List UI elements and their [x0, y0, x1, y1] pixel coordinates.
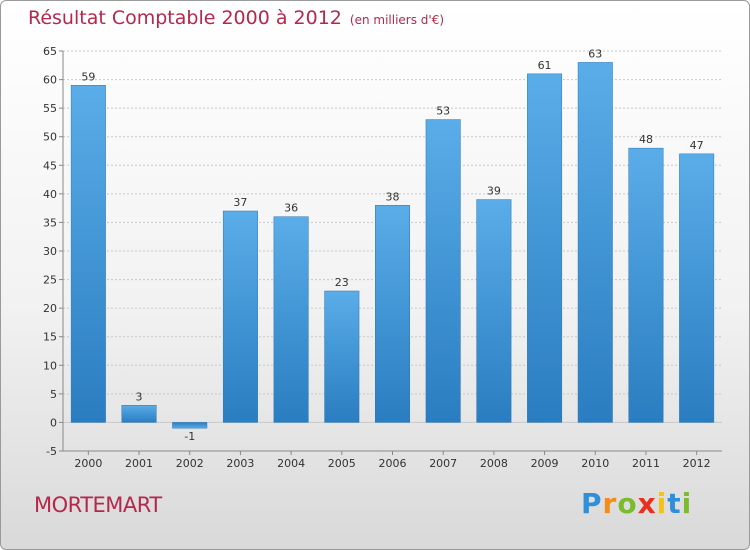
value-label: 38: [386, 190, 400, 203]
y-tick-label: 20: [43, 302, 57, 315]
labels-layer: -5 0 5 10 15 20 25 30 35 40 45 50 55 60 65 59 2000 3 2001 -…: [43, 45, 711, 470]
x-tick-label: 2003: [226, 457, 254, 470]
y-tick-label: 15: [43, 331, 57, 344]
value-label: -1: [184, 430, 195, 443]
x-tick-label: 2002: [176, 457, 204, 470]
y-tick-label: 25: [43, 274, 57, 287]
y-tick-label: 50: [43, 131, 57, 144]
value-label: 59: [81, 70, 95, 83]
x-tick-label: 2000: [74, 457, 102, 470]
proxiti-logo: Proxiti: [581, 487, 692, 520]
bar-2012: [679, 153, 715, 423]
y-tick-label: 30: [43, 245, 57, 258]
value-label: 63: [588, 47, 602, 60]
y-tick-label: 45: [43, 159, 57, 172]
bar-2009: [527, 73, 563, 423]
bar-2011: [628, 147, 664, 423]
y-tick-label: -5: [46, 445, 57, 458]
bar-2002: [172, 422, 208, 429]
x-tick-label: 2006: [379, 457, 407, 470]
logo-letter: o: [617, 487, 638, 520]
y-tick-label: 10: [43, 359, 57, 372]
chart-subtitle: (en milliers d'€): [349, 13, 445, 27]
bar-2007: [425, 119, 461, 423]
x-tick-label: 2004: [277, 457, 305, 470]
x-tick-label: 2007: [429, 457, 457, 470]
value-label: 53: [436, 105, 450, 118]
x-tick-label: 2010: [581, 457, 609, 470]
bar-2004: [273, 216, 309, 423]
chart-title: Résultat Comptable 2000 à 2012 (en millie…: [28, 7, 444, 29]
y-tick-label: 60: [43, 74, 57, 87]
commune-name: MORTEMART: [34, 493, 162, 517]
value-label: 3: [136, 390, 143, 403]
x-tick-label: 2005: [328, 457, 356, 470]
bar-2003: [222, 210, 258, 423]
value-label: 23: [335, 276, 349, 289]
logo-letter: P: [581, 487, 603, 520]
y-tick-label: 65: [43, 45, 57, 58]
value-label: 47: [690, 139, 704, 152]
y-tick-label: 55: [43, 102, 57, 115]
x-tick-label: 2012: [683, 457, 711, 470]
logo-letter: t: [667, 487, 682, 520]
logo-letter: i: [681, 487, 693, 520]
bar-2000: [70, 85, 106, 423]
x-tick-label: 2011: [632, 457, 660, 470]
x-tick-label: 2001: [125, 457, 153, 470]
x-tick-label: 2008: [480, 457, 508, 470]
value-label: 61: [538, 59, 552, 72]
logo-letter: x: [637, 487, 657, 520]
y-tick-label: 5: [50, 388, 57, 401]
value-label: 36: [284, 202, 298, 215]
value-label: 37: [233, 196, 247, 209]
y-tick-label: 40: [43, 188, 57, 201]
bars-layer: [70, 62, 715, 429]
bar-2001: [121, 405, 157, 423]
logo-letter: r: [602, 487, 618, 520]
logo-letter: i: [656, 487, 668, 520]
bar-2010: [577, 62, 613, 423]
value-label: 39: [487, 185, 501, 198]
bar-2008: [476, 199, 512, 423]
y-tick-label: 0: [50, 416, 57, 429]
bar-2005: [324, 290, 360, 423]
x-tick-label: 2009: [531, 457, 559, 470]
y-tick-label: 35: [43, 216, 57, 229]
bar-2006: [375, 205, 410, 423]
value-label: 48: [639, 133, 653, 146]
chart-title-text: Résultat Comptable 2000 à 2012: [28, 7, 342, 29]
